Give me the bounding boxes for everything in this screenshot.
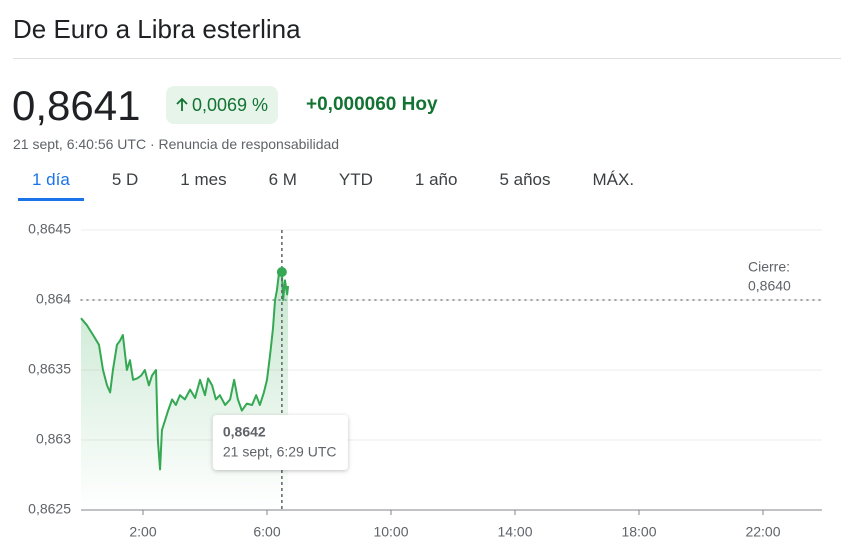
divider	[13, 58, 841, 59]
range-tab[interactable]: 1 mes	[180, 170, 227, 189]
change-today: +0,000060 Hoy	[306, 94, 438, 115]
y-tick-label: 0,864	[36, 291, 71, 307]
y-tick-label: 0,8625	[28, 501, 71, 517]
range-tab[interactable]: 1 año	[414, 170, 458, 189]
price-line	[80, 271, 290, 471]
previous-close-label: Cierre:	[748, 259, 790, 275]
range-tab[interactable]: 6 M	[268, 170, 297, 189]
title: De Euro a Libra esterlina	[13, 14, 301, 44]
x-tick-label: 2:00	[129, 524, 156, 540]
hover-point	[276, 267, 287, 277]
y-tick-label: 0,863	[36, 431, 71, 447]
timestamp: 21 sept, 6:40:56 UTC · Renuncia de respo…	[13, 136, 340, 152]
range-tab[interactable]: 5 D	[111, 170, 139, 189]
previous-close-value: 0,8640	[748, 278, 791, 294]
price: 0,8641	[12, 82, 141, 129]
x-tick-label: 6:00	[253, 524, 280, 540]
x-tick-label: 18:00	[621, 524, 656, 540]
y-tick-label: 0,8645	[28, 221, 71, 237]
x-tick-label: 14:00	[497, 524, 532, 540]
range-tab[interactable]: 5 años	[499, 170, 551, 189]
change-badge: 0,0069 %	[166, 86, 279, 124]
tooltip	[212, 415, 348, 470]
range-tabs: 1 día 5 D 1 mes 6 M YTD 1 año 5 años MÁX.	[18, 168, 662, 201]
area-fill	[81, 272, 289, 510]
range-tab[interactable]: 1 día	[18, 168, 84, 201]
tooltip-time: 21 sept, 6:29 UTC	[223, 444, 337, 460]
y-tick-label: 0,8635	[28, 361, 71, 377]
range-tab[interactable]: MÁX.	[592, 170, 635, 189]
up-arrow-icon	[176, 97, 188, 111]
tooltip-value: 0,8642	[223, 424, 266, 440]
x-tick-label: 22:00	[745, 524, 780, 540]
x-tick-label: 10:00	[373, 524, 408, 540]
change-percent: 0,0069 %	[192, 94, 269, 115]
range-tab[interactable]: YTD	[338, 170, 373, 189]
